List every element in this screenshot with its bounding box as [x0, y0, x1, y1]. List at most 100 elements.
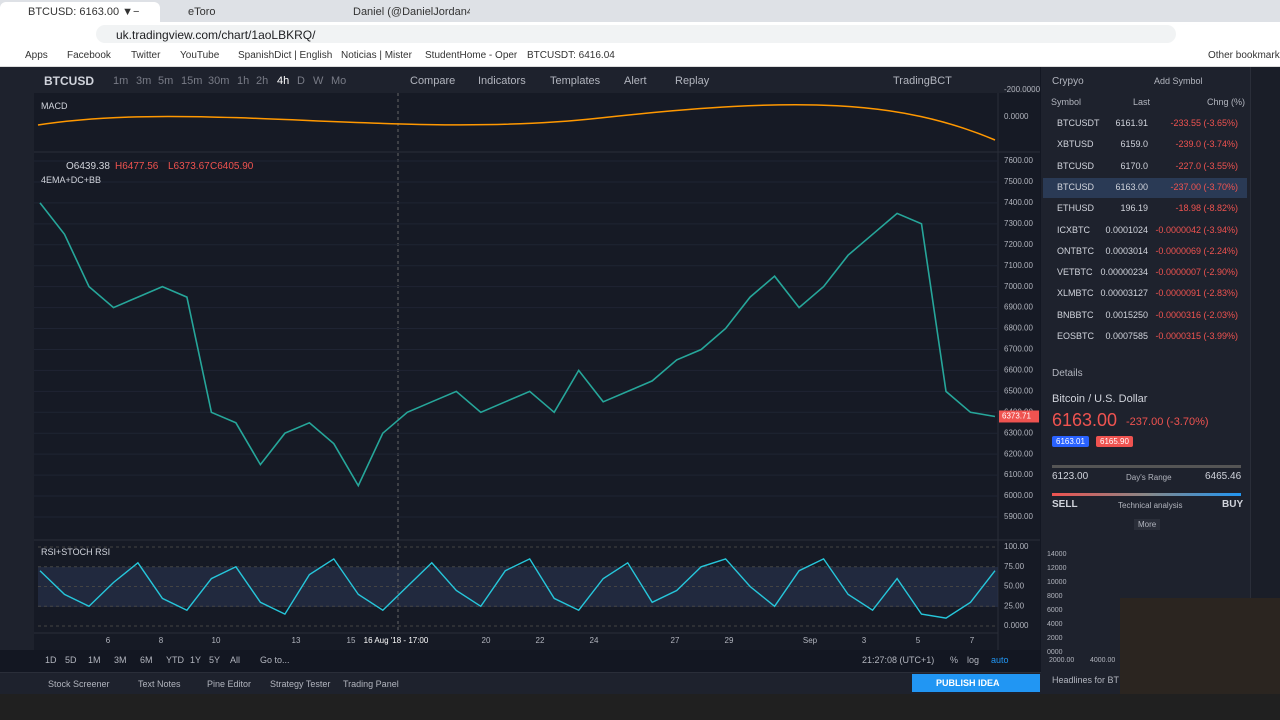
interval[interactable]: D — [297, 75, 305, 87]
watchlist-symbol[interactable]: BTCUSD — [1057, 160, 1095, 171]
range-button[interactable]: All — [230, 655, 241, 665]
watchlist-last: 0.0015250 — [1105, 309, 1148, 320]
bottom-tab[interactable]: Pine Editor — [207, 679, 252, 689]
toolbar-button[interactable]: Replay — [675, 75, 710, 87]
watchlist-symbol[interactable]: ONTBTC — [1057, 245, 1094, 256]
range-button[interactable]: 6M — [140, 655, 153, 665]
watchlist-last: 6163.00 — [1115, 181, 1148, 192]
scale-option[interactable]: auto — [991, 655, 1009, 665]
price-tick-label: 7500.00 — [1004, 177, 1033, 186]
time-label: 22 — [536, 636, 545, 645]
price-tick-label: 6200.00 — [1004, 449, 1033, 458]
sell[interactable]: SELL — [1052, 499, 1078, 510]
analysis-label: Technical analysis — [1118, 501, 1183, 510]
watchlist-symbol[interactable]: VETBTC — [1057, 267, 1093, 278]
goto[interactable]: Go to... — [260, 655, 290, 665]
watchlist-symbol[interactable]: BNBBTC — [1057, 309, 1094, 320]
watchlist-symbol[interactable]: XLMBTC — [1057, 288, 1094, 299]
tab-title: Daniel (@DanielJordan4K) | Tw — [353, 6, 470, 18]
buy[interactable]: BUY — [1222, 499, 1244, 510]
interval[interactable]: 15m — [181, 75, 203, 87]
url-field[interactable] — [96, 25, 1176, 43]
time-label: 10 — [212, 636, 221, 645]
interval[interactable]: 5m — [158, 75, 174, 87]
bookmark[interactable]: YouTube — [180, 50, 220, 61]
bookmark[interactable]: Other bookmarks — [1208, 50, 1280, 61]
chart-background — [34, 93, 1040, 650]
time-label: 6 — [106, 636, 111, 645]
toolbar-button[interactable]: Compare — [410, 75, 456, 87]
bookmark[interactable]: BTCUSDT: 6416.04 — [527, 50, 615, 61]
more[interactable]: More — [1134, 519, 1161, 530]
watchlist-symbol[interactable]: ETHUSD — [1057, 203, 1095, 214]
toolbar-button[interactable]: Alert — [624, 75, 647, 87]
bottom-tab[interactable]: Text Notes — [138, 679, 181, 689]
time-label: 3 — [862, 636, 867, 645]
price-tick-label: 7100.00 — [1004, 261, 1033, 270]
toolbar-button[interactable]: Templates — [550, 75, 601, 87]
layout-name[interactable]: TradingBCT — [893, 75, 952, 87]
price-tick-label: 5900.00 — [1004, 512, 1033, 521]
tab-title: eToro — [188, 6, 216, 18]
scale-option[interactable]: log — [967, 655, 980, 665]
price-tick-label: 6300.00 — [1004, 428, 1033, 437]
watchlist-symbol[interactable]: XBTUSD — [1057, 139, 1094, 150]
watchlist-symbol[interactable]: EOSBTC — [1057, 331, 1095, 341]
bookmark[interactable]: Apps — [25, 50, 48, 61]
depth-y-label: 12000 — [1047, 565, 1067, 572]
bookmark[interactable]: Twitter — [131, 50, 161, 61]
watchlist-header: Last — [1133, 97, 1151, 107]
webcam — [1120, 598, 1280, 694]
change: -237.00 (-3.70%) — [1126, 416, 1209, 428]
price-tick-label: 7400.00 — [1004, 198, 1033, 207]
bottom-tab[interactable]: Strategy Tester — [270, 679, 331, 689]
study-legend: RSI+STOCH RSI — [41, 547, 111, 557]
watchlist-symbol[interactable]: ICXBTC — [1057, 224, 1091, 235]
bookmark[interactable]: Noticias | Mister — [341, 50, 412, 61]
range-button[interactable]: 5Y — [209, 655, 221, 665]
bottom-tab[interactable]: Trading Panel — [343, 679, 399, 689]
interval[interactable]: 1m — [113, 75, 129, 87]
interval[interactable]: 1h — [237, 75, 250, 87]
range-button[interactable]: 1M — [88, 655, 101, 665]
rsi-tick-label: 0.0000 — [1004, 621, 1029, 630]
price-tick-label: 6700.00 — [1004, 345, 1033, 354]
price-tick-label: 6900.00 — [1004, 303, 1033, 312]
last-price-label: 6373.71 — [1002, 412, 1031, 421]
scale-option[interactable]: % — [950, 655, 959, 665]
watchlist-symbol[interactable]: BTCUSD — [1057, 181, 1095, 192]
publish-button[interactable]: PUBLISH IDEA — [912, 674, 1040, 692]
ohlc-value: L6373.67 — [168, 161, 210, 172]
details-title: Details — [1052, 368, 1083, 379]
tab-bar — [0, 0, 1280, 22]
range-button[interactable]: 1Y — [190, 655, 202, 665]
bookmark[interactable]: StudentHome - Oper — [425, 50, 518, 61]
watchlist-last: 6159.0 — [1120, 139, 1148, 150]
range-button[interactable]: 5D — [65, 655, 77, 665]
add-symbol[interactable]: Add Symbol — [1154, 76, 1203, 86]
watchlist-last: 0.0001024 — [1105, 224, 1148, 235]
bottom-tab[interactable]: Stock Screener — [48, 679, 110, 689]
interval[interactable]: W — [313, 75, 324, 87]
watchlist-symbol[interactable]: BTCUSDT — [1057, 118, 1100, 128]
browser-tab[interactable] — [0, 2, 160, 22]
symbol[interactable]: BTCUSD — [44, 74, 94, 88]
bookmark[interactable]: Facebook — [67, 50, 111, 61]
interval[interactable]: 30m — [208, 75, 230, 87]
depth-y-label: 8000 — [1047, 593, 1063, 600]
interval[interactable]: Mo — [331, 75, 347, 87]
interval[interactable]: 3m — [136, 75, 152, 87]
range-button[interactable]: 1D — [45, 655, 57, 665]
rsi-line — [39, 557, 996, 619]
range-button[interactable]: 3M — [114, 655, 127, 665]
bookmark[interactable]: SpanishDict | English — [238, 50, 333, 61]
toolbar-button[interactable]: Indicators — [478, 75, 526, 87]
watchlist-last: 6161.91 — [1115, 118, 1148, 128]
watchlist-last: 0.00003127 — [1100, 288, 1148, 299]
time-label: 27 — [671, 636, 680, 645]
range-button[interactable]: YTD — [166, 655, 184, 665]
depth-y-label: 0000 — [1047, 649, 1063, 656]
interval[interactable]: 4h — [277, 75, 290, 87]
interval[interactable]: 2h — [256, 75, 269, 87]
